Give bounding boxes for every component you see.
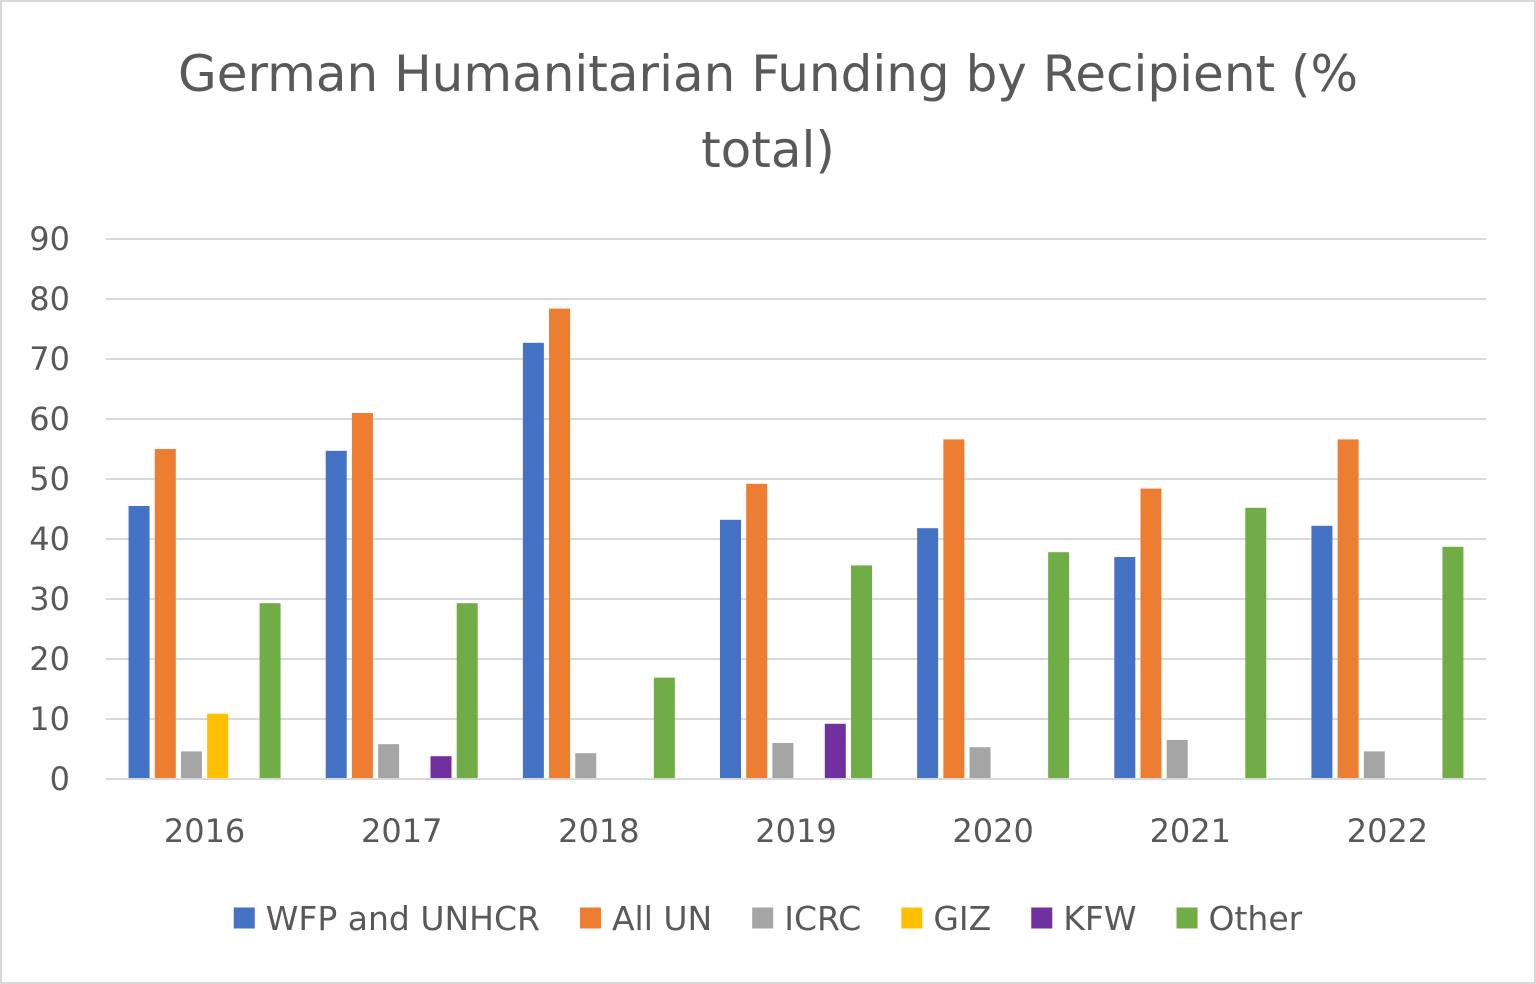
bar-wfp-and-unhcr-2016 bbox=[128, 506, 150, 779]
x-category-label: 2022 bbox=[1347, 812, 1428, 850]
bar-icrc-2020 bbox=[969, 747, 991, 779]
y-tick-label: 70 bbox=[29, 340, 70, 378]
chart-title-line-2: total) bbox=[701, 121, 835, 179]
y-tick-label: 80 bbox=[29, 280, 70, 318]
legend-label: WFP and UNHCR bbox=[266, 899, 540, 938]
legend-label: All UN bbox=[612, 899, 712, 938]
legend-swatch bbox=[233, 907, 255, 929]
bar-all-un-2021 bbox=[1140, 488, 1162, 779]
y-tick-label: 0 bbox=[50, 760, 70, 798]
bar-other-2018 bbox=[653, 677, 675, 779]
legend-swatch bbox=[579, 907, 601, 929]
bar-icrc-2021 bbox=[1166, 740, 1188, 779]
legend-swatch bbox=[752, 907, 774, 929]
legend-label: ICRC bbox=[784, 899, 861, 938]
bar-icrc-2016 bbox=[180, 751, 202, 779]
bar-wfp-and-unhcr-2019 bbox=[720, 519, 741, 779]
x-category-label: 2021 bbox=[1150, 812, 1231, 850]
bar-icrc-2022 bbox=[1363, 751, 1385, 779]
bar-icrc-2018 bbox=[575, 753, 597, 779]
bar-wfp-and-unhcr-2020 bbox=[917, 528, 939, 779]
y-tick-label: 50 bbox=[29, 460, 70, 498]
bar-other-2017 bbox=[456, 603, 478, 779]
x-category-label: 2019 bbox=[755, 812, 836, 850]
legend: WFP and UNHCR All UN ICRC GIZ KFW Other bbox=[233, 899, 1303, 938]
chart-title: German Humanitarian Funding by Recipient… bbox=[0, 36, 1536, 188]
y-tick-label: 60 bbox=[29, 400, 70, 438]
legend-label: GIZ bbox=[933, 899, 991, 938]
y-tick-label: 30 bbox=[29, 580, 70, 618]
bar-all-un-2022 bbox=[1337, 439, 1359, 779]
legend-swatch bbox=[1031, 907, 1053, 929]
legend-swatch bbox=[1176, 907, 1198, 929]
y-tick-label: 10 bbox=[29, 700, 70, 738]
legend-swatch bbox=[901, 907, 923, 929]
bar-all-un-2018 bbox=[549, 308, 571, 779]
x-category-label: 2017 bbox=[361, 812, 442, 850]
bar-wfp-and-unhcr-2018 bbox=[522, 342, 544, 779]
legend-label: KFW bbox=[1063, 899, 1136, 938]
bar-other-2019 bbox=[851, 565, 872, 779]
chart-title-line-1: German Humanitarian Funding by Recipient… bbox=[177, 45, 1359, 103]
legend-item: ICRC bbox=[752, 899, 861, 938]
bar-all-un-2019 bbox=[746, 483, 768, 779]
bar-other-2020 bbox=[1048, 552, 1070, 779]
bar-other-2021 bbox=[1245, 507, 1267, 779]
legend-item: KFW bbox=[1031, 899, 1137, 938]
y-tick-label: 40 bbox=[29, 520, 70, 558]
y-tick-label: 20 bbox=[29, 640, 70, 678]
bar-wfp-and-unhcr-2017 bbox=[325, 450, 347, 779]
bar-wfp-and-unhcr-2022 bbox=[1311, 525, 1333, 779]
x-axis-labels: 2016 2017 2018 2019 2020 2021 2022 bbox=[164, 812, 1428, 850]
bar-kfw-2017 bbox=[430, 756, 452, 779]
bar-kfw-2019 bbox=[824, 723, 846, 779]
legend-item: Other bbox=[1176, 899, 1303, 938]
bars bbox=[128, 308, 1464, 779]
x-category-label: 2018 bbox=[558, 812, 639, 850]
bar-icrc-2019 bbox=[772, 743, 794, 779]
bar-giz-2016 bbox=[207, 713, 229, 779]
x-category-label: 2020 bbox=[952, 812, 1033, 850]
bar-all-un-2020 bbox=[943, 439, 965, 779]
bar-wfp-and-unhcr-2021 bbox=[1114, 557, 1136, 779]
x-category-label: 2016 bbox=[164, 812, 245, 850]
legend-item: WFP and UNHCR bbox=[233, 899, 540, 938]
bar-other-2022 bbox=[1442, 546, 1464, 779]
bar-icrc-2017 bbox=[378, 744, 400, 779]
legend-label: Other bbox=[1209, 899, 1303, 938]
bar-all-un-2017 bbox=[351, 413, 373, 779]
y-axis-ticks: 0 10 20 30 40 50 60 70 80 90 bbox=[29, 220, 70, 798]
bar-all-un-2016 bbox=[154, 449, 176, 779]
y-tick-label: 90 bbox=[29, 220, 70, 258]
bar-other-2016 bbox=[259, 603, 281, 779]
legend-item: GIZ bbox=[901, 899, 991, 938]
legend-item: All UN bbox=[579, 899, 712, 938]
gridlines bbox=[106, 238, 1486, 720]
